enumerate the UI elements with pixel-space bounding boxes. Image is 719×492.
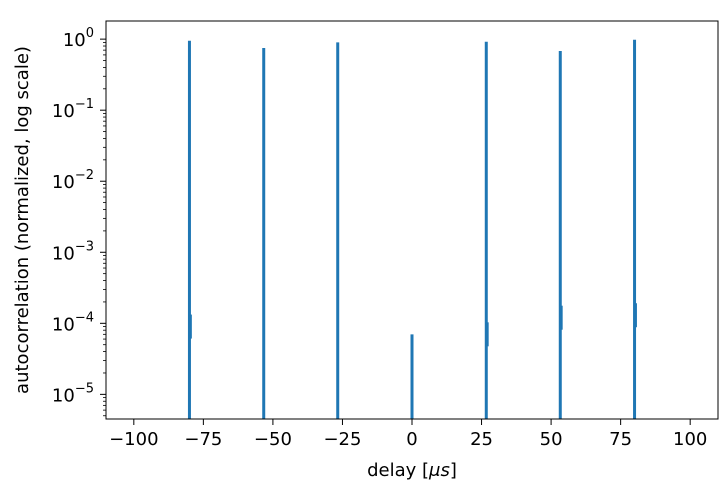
x-tick-label: −75 — [184, 429, 222, 450]
x-tick-label: −100 — [109, 429, 158, 450]
x-tick-label: −25 — [323, 429, 361, 450]
y-tick-label: 10−3 — [52, 239, 94, 264]
x-axis: −100 −75 −50 −25 0 25 50 75 100 — [109, 419, 707, 450]
y-tick-label: 10−2 — [52, 168, 94, 193]
y-tick-label: 10−1 — [52, 97, 94, 122]
x-tick-label: 0 — [406, 429, 417, 450]
y-axis-label: autocorrelation (normalized, log scale) — [12, 46, 33, 394]
x-axis-label: delay [μs] — [367, 460, 457, 481]
x-tick-label: 100 — [673, 429, 707, 450]
plot-area — [187, 39, 637, 419]
x-tick-label: 75 — [609, 429, 632, 450]
x-tick-label: −50 — [254, 429, 292, 450]
x-tick-label: 25 — [470, 429, 493, 450]
y-tick-label: 10−5 — [52, 381, 94, 406]
y-tick-label: 10−4 — [52, 310, 94, 335]
x-tick-label: 50 — [540, 429, 563, 450]
y-axis: 100 10−1 10−2 10−3 10−4 10−5 — [52, 26, 106, 417]
y-tick-label: 100 — [63, 26, 94, 51]
